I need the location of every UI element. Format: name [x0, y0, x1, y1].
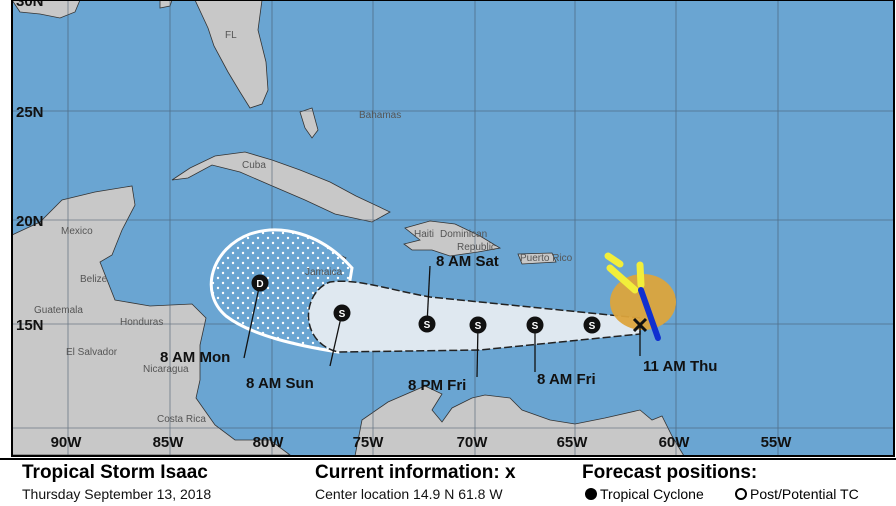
marker-symbol: S [475, 321, 482, 332]
place-bahamas: Bahamas [359, 110, 401, 121]
lat-label-30n: 30N [16, 0, 44, 10]
marker-symbol: D [256, 279, 263, 290]
forecast-marker-s: S [333, 304, 351, 322]
lat-label-20n: 20N [16, 213, 44, 230]
place-fl: FL [225, 30, 237, 41]
place-puerto-rico: Puerto Rico [520, 253, 573, 264]
lon-label-80w: 80W [253, 434, 285, 451]
forecast-marker-d: D [251, 274, 269, 292]
label-8am-sun: 8 AM Sun [246, 375, 314, 392]
lon-label-70w: 70W [457, 434, 489, 451]
center-location: Center location 14.9 N 61.8 W [315, 486, 503, 502]
forecast-marker-s: S [526, 316, 544, 334]
label-8am-sat: 8 AM Sat [436, 253, 499, 270]
forecast-marker-s: S [469, 316, 487, 334]
place-el-salvador: El Salvador [66, 347, 118, 358]
marker-symbol: S [339, 309, 346, 320]
legend-post-potential: Post/Potential TC [735, 486, 859, 502]
current-position-x-icon [632, 317, 648, 333]
place-cuba: Cuba [242, 160, 266, 171]
lat-label-25n: 25N [16, 104, 44, 121]
marker-circle [469, 316, 487, 334]
legend-post-label: Post/Potential TC [750, 486, 859, 502]
advisory-date: Thursday September 13, 2018 [22, 486, 212, 502]
label-11am-thu: 11 AM Thu [643, 358, 717, 375]
open-circle-icon [735, 488, 747, 500]
legend-tropical-cyclone: Tropical Cyclone [585, 486, 704, 502]
marker-circle [418, 315, 436, 333]
current-info-title: Current information: x [315, 462, 516, 483]
marker-circle [583, 316, 601, 334]
label-8am-mon: 8 AM Mon [160, 349, 230, 366]
cone-days-1-3 [307, 280, 641, 353]
warning-segment-blue [638, 287, 661, 341]
place-costa-rica: Costa Rica [157, 414, 206, 425]
marker-symbol: S [532, 321, 539, 332]
place-jamaica: Jamaica [305, 267, 343, 278]
label-8pm-fri: 8 PM Fri [408, 377, 466, 394]
forecast-marker-s: S [418, 315, 436, 333]
place-haiti: Haiti [414, 229, 434, 240]
marker-circle [526, 316, 544, 334]
place-mexico: Mexico [61, 226, 93, 237]
lat-label-15n: 15N [16, 317, 44, 334]
lon-label-55w: 55W [761, 434, 793, 451]
lon-label-65w: 65W [557, 434, 589, 451]
marker-symbol: S [589, 321, 596, 332]
marker-circle [251, 274, 269, 292]
label-leaders [243, 265, 641, 378]
place-belize: Belize [80, 274, 108, 285]
storm-track-map: S S S S S D 8 AM Sat 8 PM Fri 8 AM Fri 11 AM … [11, 0, 895, 457]
marker-circle [333, 304, 351, 322]
filled-circle-icon [585, 488, 597, 500]
storm-title: Tropical Storm Isaac [22, 462, 208, 483]
watch-segments-yellow [604, 252, 645, 294]
lon-label-90w: 90W [51, 434, 83, 451]
place-guatemala: Guatemala [34, 305, 83, 316]
place-republic: Republic [457, 242, 496, 253]
marker-symbol: S [424, 320, 431, 331]
place-dominican: Dominican [440, 229, 487, 240]
lon-label-75w: 75W [353, 434, 385, 451]
legend-tc-label: Tropical Cyclone [600, 486, 704, 502]
lon-label-85w: 85W [153, 434, 185, 451]
place-honduras: Honduras [120, 317, 163, 328]
place-nicaragua: Nicaragua [143, 364, 189, 375]
forecast-positions-title: Forecast positions: [582, 462, 758, 483]
forecast-marker-s: S [583, 316, 601, 334]
lon-label-60w: 60W [659, 434, 691, 451]
info-panel: Tropical Storm Isaac Thursday September … [0, 458, 896, 506]
label-8am-fri: 8 AM Fri [537, 371, 596, 388]
